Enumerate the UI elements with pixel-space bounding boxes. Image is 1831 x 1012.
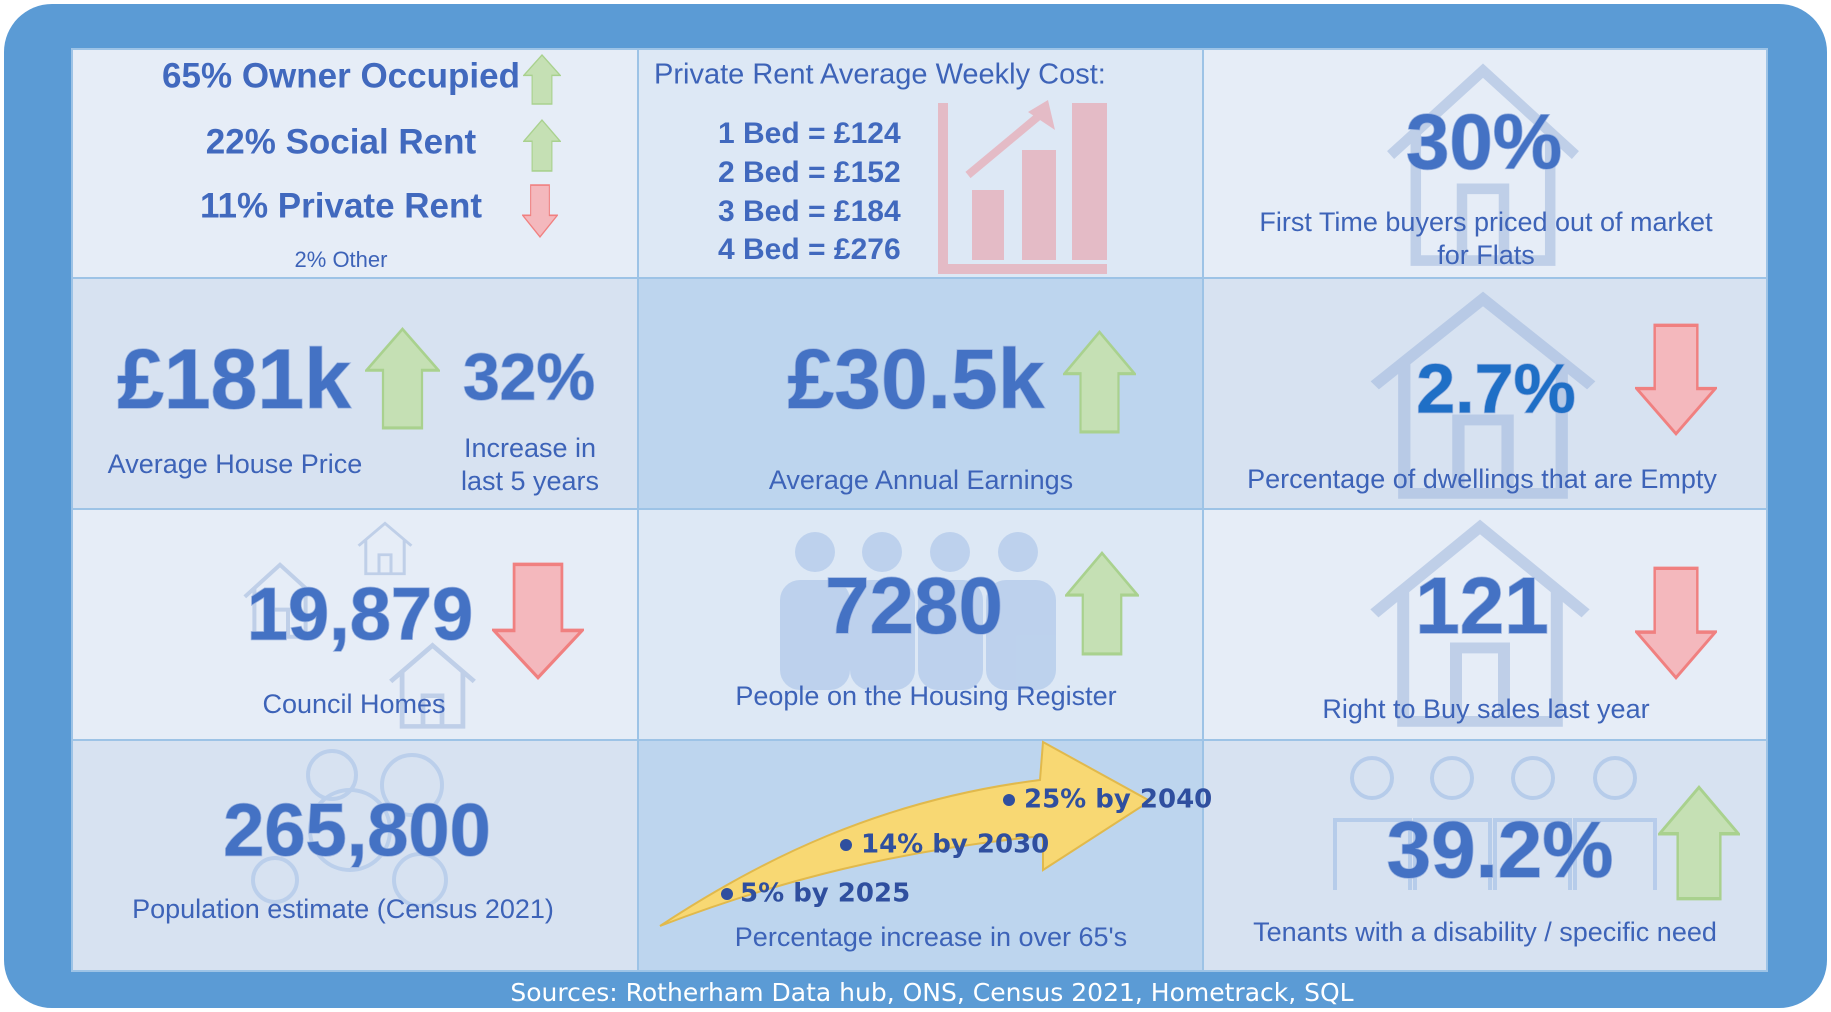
stat-value: 2.7% xyxy=(1416,349,1576,427)
stat-value: 32% xyxy=(463,339,595,413)
rent-line: 2 Bed = £152 xyxy=(718,156,901,189)
stat-value: 265,800 xyxy=(223,789,491,872)
tenure-item: 65% Owner Occupied xyxy=(162,56,520,95)
rent-line: 3 Bed = £184 xyxy=(718,195,901,228)
tenure-item: 22% Social Rent xyxy=(206,122,477,161)
rent-line: 1 Bed = £124 xyxy=(718,117,901,150)
stat-caption: for Flats xyxy=(1437,240,1535,270)
sources: Sources: Rotherham Data hub, ONS, Census… xyxy=(510,978,1353,1007)
infographic: 65% Owner Occupied 22% Social Rent 11% P… xyxy=(0,0,1831,1012)
stat-value: 121 xyxy=(1415,561,1548,650)
stat-value: 7280 xyxy=(825,561,1003,650)
bullet xyxy=(1003,794,1015,806)
stat-value: 39.2% xyxy=(1387,805,1614,894)
stat-value: 30% xyxy=(1406,98,1562,186)
growth-point: 5% by 2025 xyxy=(740,879,910,909)
growth-point: 14% by 2030 xyxy=(861,830,1049,860)
stat-caption: First Time buyers priced out of market xyxy=(1259,207,1713,237)
rent-line: 4 Bed = £276 xyxy=(718,233,901,266)
stat-value: 19,879 xyxy=(247,573,473,656)
bullet xyxy=(840,839,852,851)
stat-caption: Population estimate (Census 2021) xyxy=(132,894,554,924)
stat-caption: Percentage of dwellings that are Empty xyxy=(1247,464,1717,494)
growth-point: 25% by 2040 xyxy=(1024,785,1212,815)
rent-title: Private Rent Average Weekly Cost: xyxy=(654,59,1106,91)
stat-caption: last 5 years xyxy=(461,466,599,496)
stat-caption: Tenants with a disability / specific nee… xyxy=(1253,917,1717,947)
stat-caption: Average Annual Earnings xyxy=(769,465,1073,495)
stat-value: £181k xyxy=(117,332,351,426)
stat-caption: Council Homes xyxy=(262,689,445,719)
stat-caption: Increase in xyxy=(464,433,596,463)
tenure-item: 11% Private Rent xyxy=(200,186,482,225)
stat-caption: Percentage increase in over 65's xyxy=(735,922,1127,952)
stat-value: £30.5k xyxy=(788,332,1045,426)
bullet xyxy=(721,888,733,900)
tenure-other: 2% Other xyxy=(295,247,388,272)
stat-caption: Right to Buy sales last year xyxy=(1322,694,1649,724)
stat-caption: Average House Price xyxy=(108,449,363,479)
stat-caption: People on the Housing Register xyxy=(735,681,1116,711)
